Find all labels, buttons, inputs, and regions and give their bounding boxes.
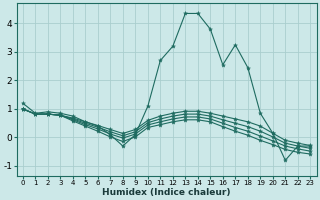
X-axis label: Humidex (Indice chaleur): Humidex (Indice chaleur)	[102, 188, 231, 197]
